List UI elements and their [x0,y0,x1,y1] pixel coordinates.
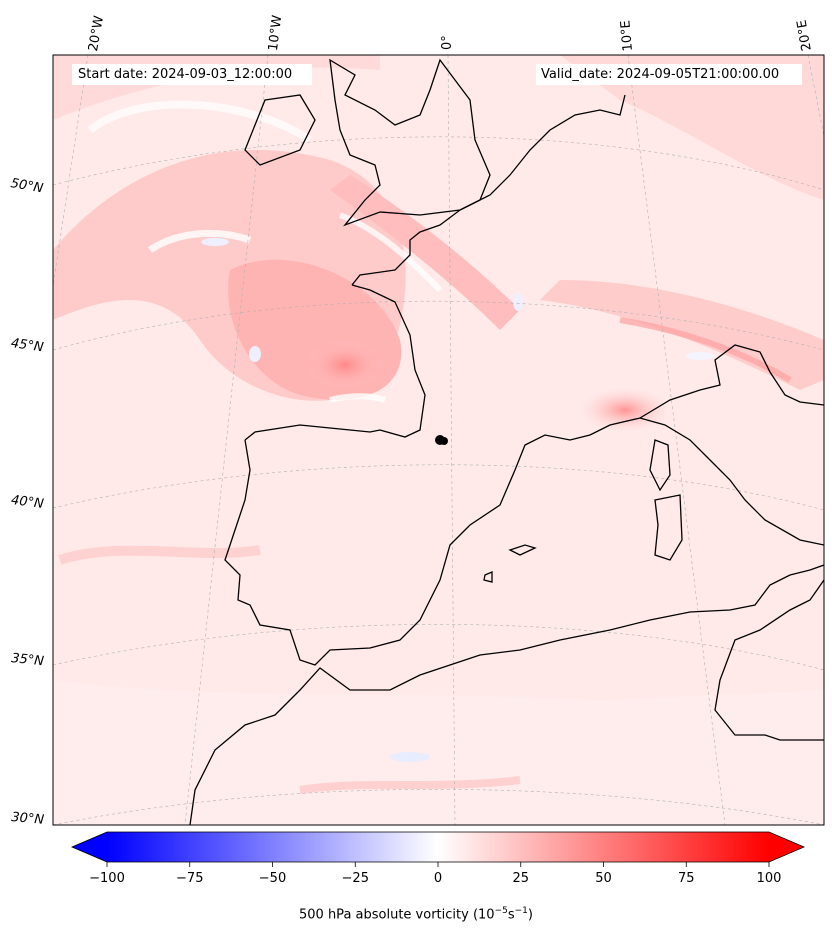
colorbar-title-exp2: −1 [514,906,528,916]
colorbar-tick: −100 [89,871,125,886]
colorbar [70,831,806,867]
colorbar-tick: 25 [512,871,530,886]
lon-label-10e: 10°E [618,19,636,53]
colorbar-title-prefix: 500 hPa absolute vorticity (10 [299,907,495,923]
colorbar-tick: 0 [433,871,443,886]
lat-label-30n: 30°N [10,810,45,828]
valid-date-bg [536,64,802,85]
colorbar-tick: 50 [595,871,612,886]
start-date-bg [72,64,312,85]
map-frame [52,54,825,826]
colorbar-title-mid: s [507,907,515,923]
valid-date-label: Valid_date: 2024-09-05T21:00:00.00 [541,67,780,82]
colorbar-tick: −25 [341,871,369,886]
colorbar-title-suffix: ) [527,907,533,923]
vorticity-field [53,55,824,825]
colorbar-max-extend [769,832,804,862]
colorbar-tick: 75 [677,871,695,886]
colorbar-title-exp1: −5 [494,906,508,916]
coastlines [189,58,824,825]
lon-label-0: 0° [440,35,455,50]
colorbar-tick: −50 [258,871,287,886]
colorbar-min-extend [72,832,107,862]
colorbar-title: 500 hPa absolute vorticity (10−5s−1) [0,906,832,922]
start-date-label: Start date: 2024-09-03_12:00:00 [78,67,293,82]
colorbar-tick: 100 [756,871,782,886]
graticule-lines [53,55,824,825]
colorbar-tick: −75 [176,871,204,886]
